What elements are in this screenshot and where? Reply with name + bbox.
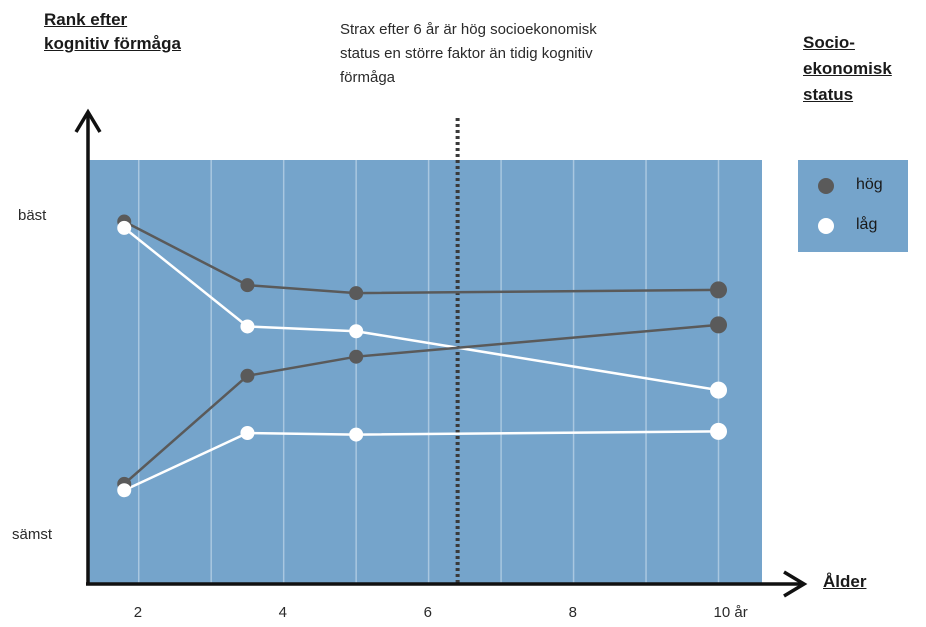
legend-label-lag: låg bbox=[856, 216, 878, 233]
data-point-0-2 bbox=[349, 286, 364, 301]
y-tick-label-worst: sämst bbox=[12, 526, 53, 543]
data-point-1-0 bbox=[117, 220, 132, 235]
x-axis-arrow bbox=[783, 570, 808, 598]
annotation-text: Strax efter 6 år är hög socioekonomisk s… bbox=[340, 21, 597, 86]
series-line-high-start-1 bbox=[123, 226, 719, 392]
x-axis-label: Ålder bbox=[823, 572, 867, 591]
data-point-2-2 bbox=[349, 349, 364, 364]
legend-title: Socio-ekonomisk status bbox=[803, 33, 892, 104]
y-tick-label-best: bäst bbox=[18, 207, 47, 224]
y-axis-label: Rank efter kognitiv förmåga bbox=[44, 10, 181, 53]
data-point-0-3 bbox=[710, 281, 728, 299]
legend-label-hog: hög bbox=[856, 176, 883, 193]
series-line-low-start-2 bbox=[123, 323, 719, 485]
data-point-3-0 bbox=[117, 483, 132, 498]
gridlines bbox=[137, 160, 720, 584]
series-line-high-start-0 bbox=[123, 220, 719, 295]
series-points bbox=[117, 214, 728, 498]
data-point-2-3 bbox=[710, 316, 728, 334]
legend: hög låg bbox=[798, 160, 908, 252]
y-axis-arrow bbox=[74, 108, 102, 133]
x-tick-label-6: 6 bbox=[423, 604, 432, 621]
legend-marker-lag bbox=[818, 218, 834, 234]
legend-marker-hog bbox=[818, 178, 834, 194]
data-point-0-1 bbox=[240, 278, 255, 293]
x-tick-label-10: 10 år bbox=[713, 604, 748, 621]
legend-markers bbox=[818, 178, 834, 234]
axes bbox=[74, 108, 808, 598]
data-point-3-3 bbox=[710, 422, 728, 440]
series-lines bbox=[123, 220, 719, 492]
data-point-1-3 bbox=[710, 381, 728, 399]
data-point-2-1 bbox=[240, 368, 255, 383]
data-point-3-1 bbox=[240, 426, 255, 441]
series-line-low-start-3 bbox=[123, 430, 719, 492]
plot-background bbox=[88, 160, 762, 584]
x-tick-label-2: 2 bbox=[133, 604, 143, 621]
data-point-1-1 bbox=[240, 319, 255, 334]
x-tick-label-4: 4 bbox=[278, 604, 288, 621]
x-tick-label-8: 8 bbox=[568, 604, 577, 621]
data-point-3-2 bbox=[349, 427, 364, 442]
data-point-1-2 bbox=[349, 324, 364, 339]
